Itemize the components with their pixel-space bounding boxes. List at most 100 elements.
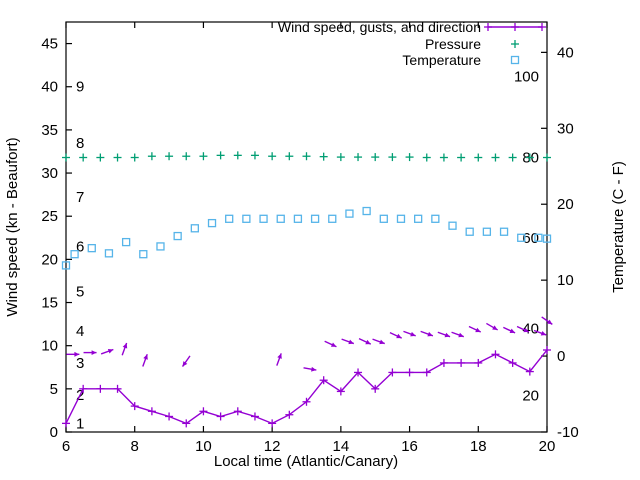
gust-arrow-head	[475, 327, 481, 333]
gust-arrow-head	[311, 366, 317, 372]
chart-legend: Wind speed, gusts, and directionPressure…	[278, 19, 546, 68]
y2-tick-label: 40	[557, 44, 574, 61]
beaufort-scale-label: 7	[76, 189, 84, 206]
x-axis-title: Local time (Atlantic/Canary)	[214, 453, 398, 470]
temperature-point	[534, 233, 543, 242]
gust-arrow-head	[143, 354, 148, 360]
x-tick-label: 18	[470, 438, 487, 455]
temperature-point	[379, 214, 388, 223]
temperature-point	[293, 214, 303, 223]
y2-axis-title: Temperature (C - F)	[610, 161, 627, 293]
temperature-point	[362, 206, 371, 216]
x-tick-label: 8	[131, 438, 139, 455]
x-tick-label: 14	[333, 438, 350, 455]
gust-arrow-head	[122, 343, 128, 349]
temperature-point	[259, 214, 268, 223]
temperature-point	[139, 250, 148, 259]
gust-arrow-head	[546, 319, 553, 325]
fahrenheit-scale-label: 20	[522, 388, 539, 405]
gust-arrow-head	[330, 342, 337, 347]
x-tick-label: 16	[401, 438, 418, 455]
temperature-point	[70, 250, 79, 259]
y-tick-label: 5	[50, 381, 58, 398]
legend-label-2: Temperature	[402, 52, 481, 68]
gust-arrow-head	[509, 328, 516, 333]
temperature-point	[414, 214, 423, 223]
temperature-point	[87, 243, 96, 253]
gust-arrow-head	[396, 333, 402, 339]
x-tick-label: 20	[539, 438, 556, 455]
temperature-point	[396, 214, 406, 223]
y-tick-label: 0	[50, 424, 58, 441]
temperature-point	[242, 214, 251, 223]
y-tick-label: 40	[41, 79, 58, 96]
y-tick-label: 25	[41, 208, 58, 225]
y2-tick-label: 20	[557, 196, 574, 213]
gust-arrow-head	[107, 348, 114, 354]
gust-arrow-head	[365, 339, 371, 345]
fahrenheit-scale-label: 40	[522, 320, 539, 337]
y-tick-label: 15	[41, 295, 58, 312]
beaufort-scale-label: 6	[76, 238, 84, 255]
y-tick-label: 35	[41, 122, 58, 139]
temperature-point	[431, 214, 440, 223]
temperature-point	[499, 227, 509, 236]
legend-label-0: Wind speed, gusts, and direction	[278, 19, 481, 35]
y2-tick-label: 0	[557, 348, 565, 365]
gust-arrow-head	[523, 327, 529, 333]
series-wind-speed	[62, 346, 551, 428]
y2-tick-label: 10	[557, 272, 574, 289]
temperature-point	[345, 209, 354, 218]
temperature-point	[448, 221, 457, 230]
temperature-point	[310, 214, 320, 223]
y-tick-label: 20	[41, 251, 58, 268]
legend-symbol-square	[510, 55, 520, 65]
gust-arrow-head	[540, 331, 547, 336]
series-temperature	[61, 206, 552, 270]
temperature-point	[328, 214, 337, 223]
temperature-point	[542, 234, 552, 243]
beaufort-scale-label: 1	[76, 415, 84, 432]
legend-label-1: Pressure	[425, 36, 481, 52]
temperature-point	[207, 218, 217, 228]
x-tick-label: 6	[62, 438, 70, 455]
beaufort-scale-label: 4	[76, 323, 84, 340]
gust-arrow-head	[91, 350, 97, 355]
y-tick-label: 10	[41, 338, 58, 355]
temperature-point	[190, 224, 199, 233]
y-axis-title: Wind speed (kn - Beaufort)	[4, 137, 21, 316]
gust-arrow-head	[458, 332, 464, 338]
temperature-point	[156, 242, 165, 251]
beaufort-scale-label: 8	[76, 135, 84, 152]
x-tick-label: 10	[195, 438, 212, 455]
temperature-point	[225, 214, 234, 223]
y-tick-label: 45	[41, 36, 58, 53]
beaufort-scale-label: 9	[76, 79, 84, 96]
gust-arrow-head	[427, 331, 433, 337]
temperature-point	[482, 227, 492, 236]
temperature-point	[276, 214, 285, 223]
gust-arrow-head	[410, 331, 416, 337]
temperature-point	[61, 261, 71, 270]
gust-arrow-head	[182, 361, 188, 367]
gust-arrow-head	[348, 339, 354, 345]
temperature-point	[104, 249, 114, 258]
y-tick-label: 30	[41, 165, 58, 182]
series-gust-arrows	[66, 316, 553, 372]
fahrenheit-scale-label: 100	[514, 68, 539, 85]
series-pressure	[62, 151, 551, 162]
temperature-point	[121, 237, 131, 247]
plot-frame	[65, 21, 548, 433]
beaufort-scale-label: 5	[76, 283, 84, 300]
axis-ticks: 6 8 10 12 14 16 18 20051015202530354045-1001020…	[41, 22, 579, 455]
beaufort-scale-label: 3	[76, 355, 84, 372]
temperature-point	[465, 227, 474, 236]
gust-arrow-head	[74, 351, 80, 357]
gust-arrow-head	[277, 353, 282, 359]
temperature-point	[173, 231, 182, 241]
temperature-point	[517, 233, 526, 242]
y2-tick-label: -10	[557, 424, 579, 441]
x-tick-label: 12	[264, 438, 281, 455]
